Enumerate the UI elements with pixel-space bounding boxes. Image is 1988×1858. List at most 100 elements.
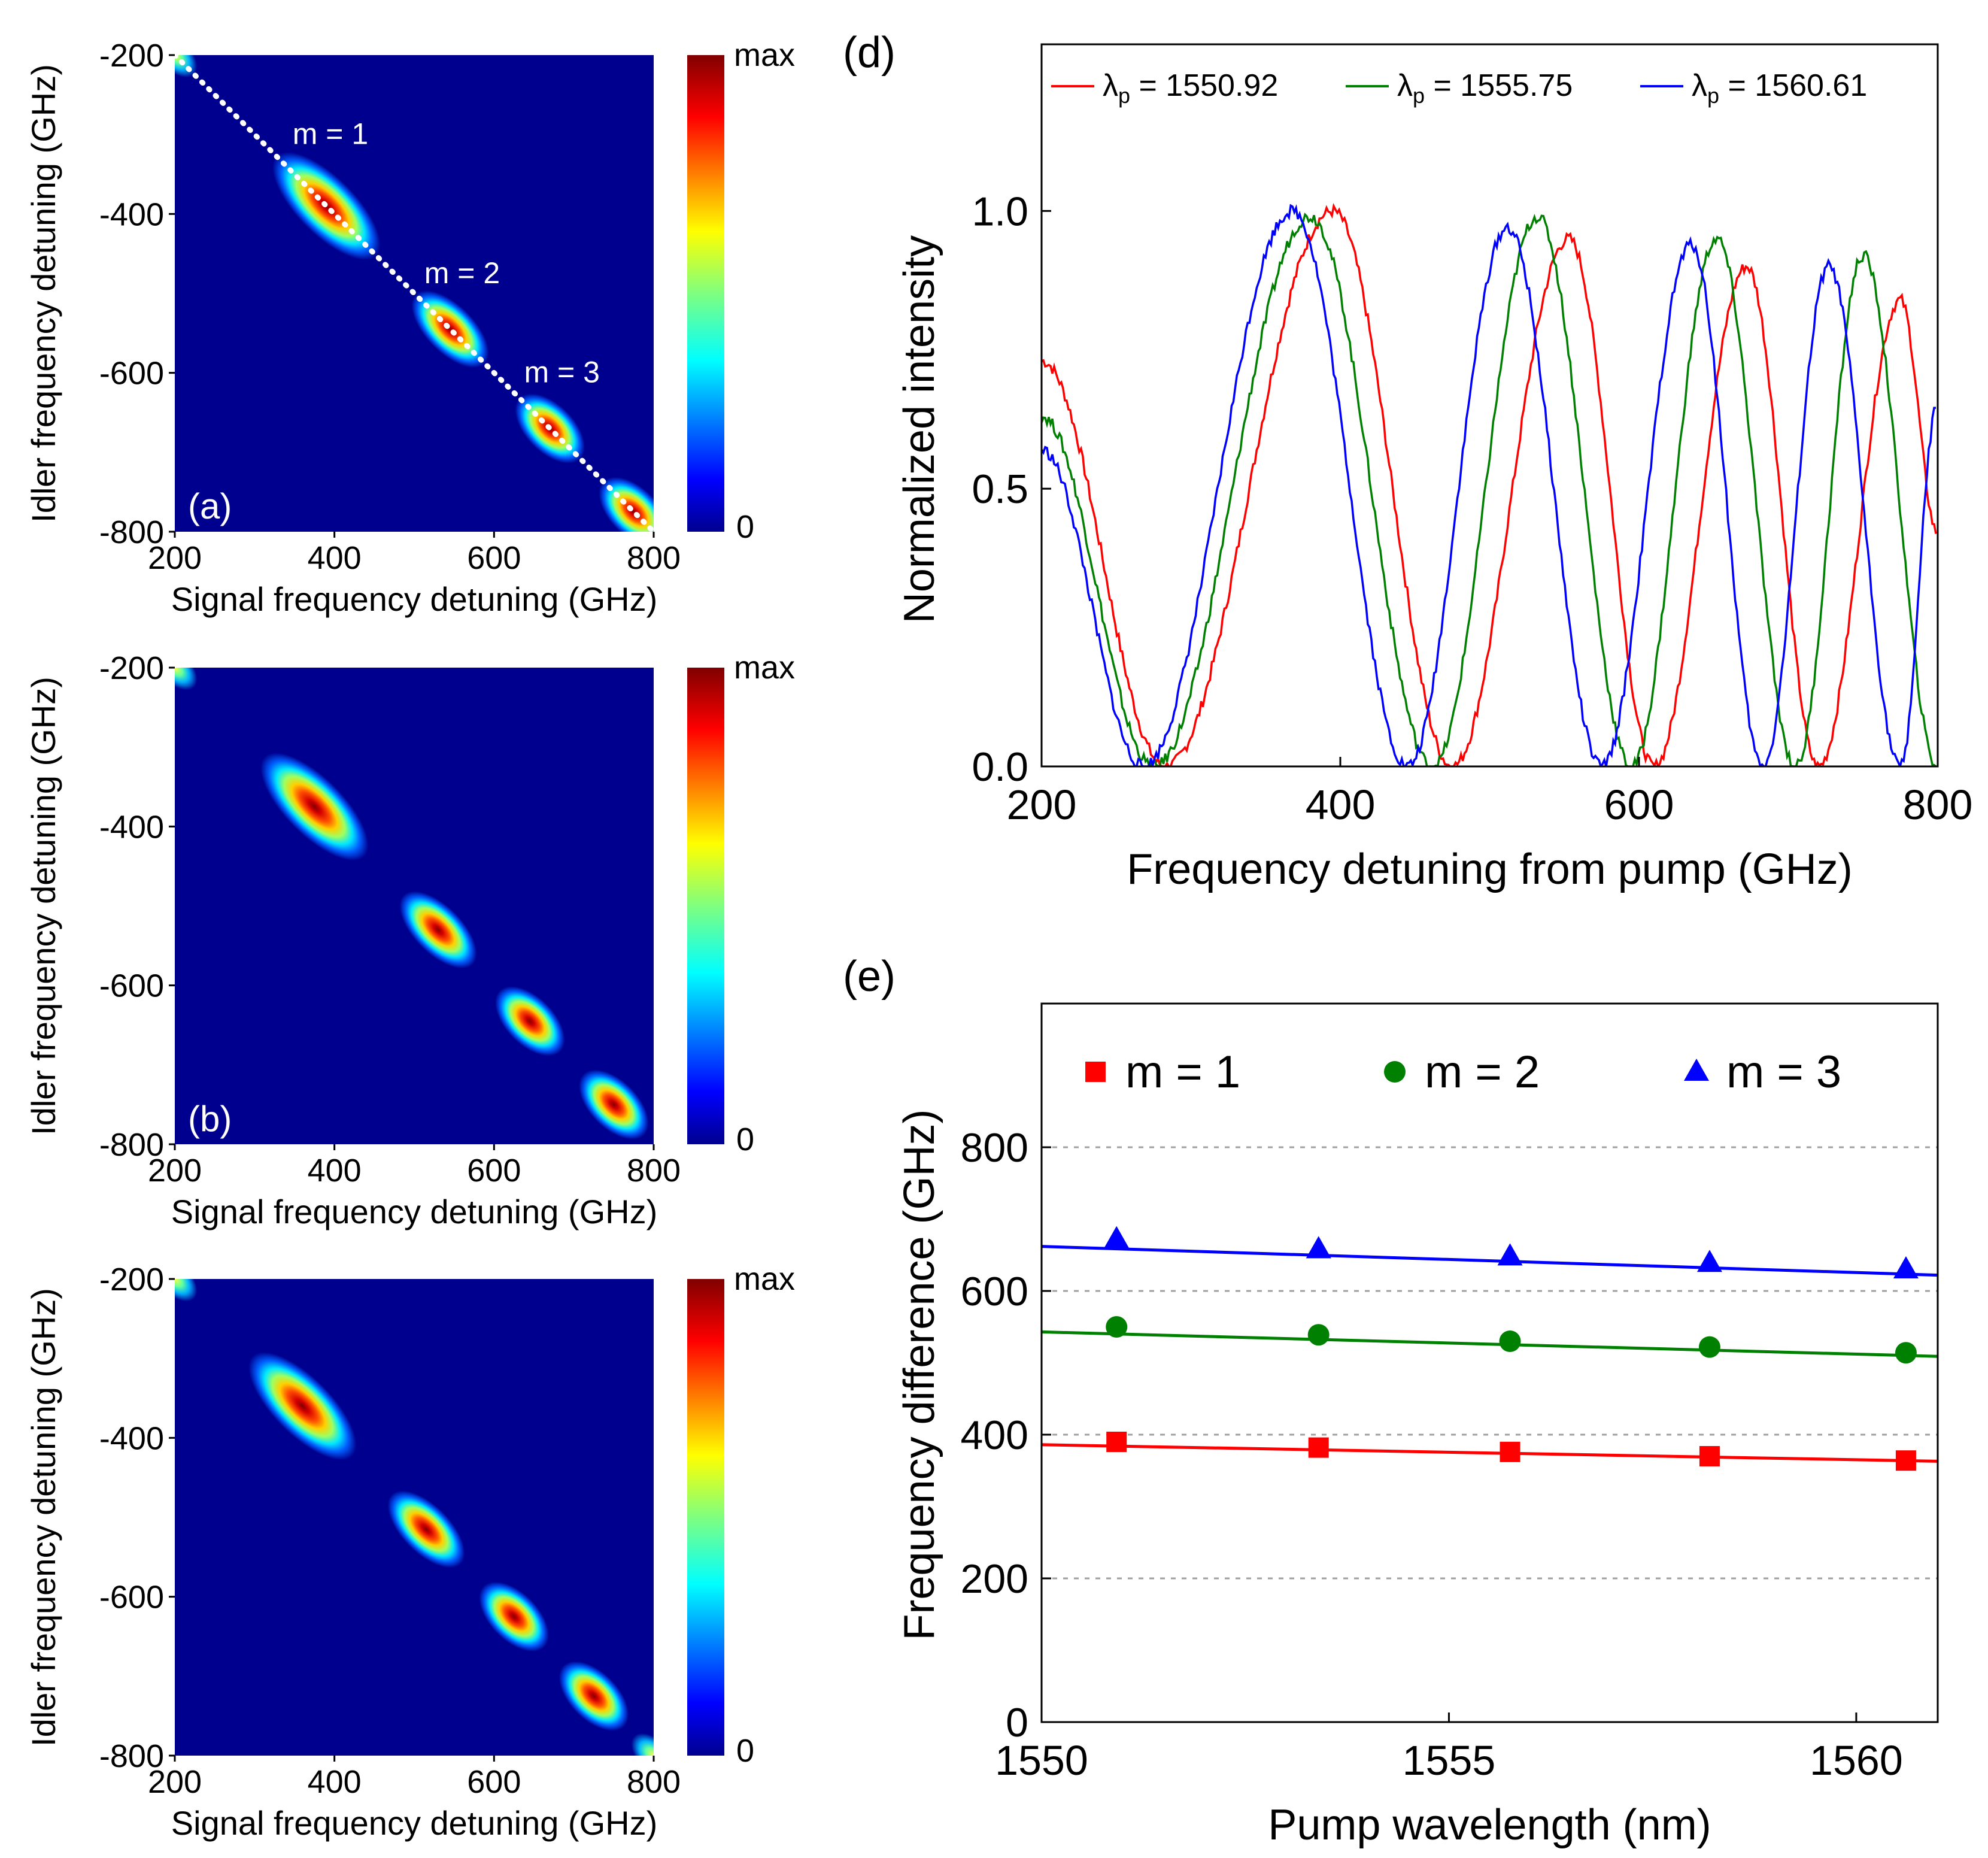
fit-line bbox=[1041, 1245, 1938, 1277]
x-tick-label: 600 bbox=[467, 1764, 521, 1800]
heatmap-panel-a: m = 1 m = 2 m = 3 (a) 200 400 600 800 -200 -400 -6… bbox=[25, 37, 795, 618]
x-tick-label: 400 bbox=[308, 1764, 362, 1800]
colorbar-min-label: 0 bbox=[736, 1122, 754, 1157]
x-tick-label: 200 bbox=[1007, 781, 1077, 828]
legend-marker-triangle bbox=[1684, 1059, 1709, 1081]
data-point-triangle bbox=[1104, 1226, 1130, 1248]
data-point-square bbox=[1500, 1441, 1520, 1462]
heatmap-lobe bbox=[248, 1352, 357, 1460]
data-point-triangle bbox=[1893, 1256, 1919, 1278]
heatmap-lobe bbox=[399, 891, 477, 969]
x-tick-label: 800 bbox=[627, 1153, 681, 1189]
y-tick-label: 0.5 bbox=[972, 466, 1028, 512]
x-tick-label: 800 bbox=[627, 1764, 681, 1800]
x-axis-title: Pump wavelength (nm) bbox=[1268, 1801, 1711, 1849]
heatmap-lobe bbox=[479, 1581, 549, 1652]
legend-subscript: p bbox=[1707, 83, 1719, 108]
y-axis-title: Idler frequency detuning (GHz) bbox=[25, 64, 62, 523]
legend-label: λp = 1550.92 bbox=[1103, 68, 1278, 108]
y-tick-label: -800 bbox=[99, 514, 164, 550]
y-tick-label: 600 bbox=[961, 1269, 1028, 1314]
data-point-square bbox=[1308, 1437, 1329, 1458]
x-tick-label: 1550 bbox=[995, 1737, 1088, 1784]
legend-subscript: p bbox=[1413, 83, 1425, 108]
y-tick-label: 800 bbox=[961, 1125, 1028, 1171]
data-point-circle bbox=[1499, 1330, 1521, 1352]
data-point-circle bbox=[1698, 1336, 1720, 1358]
legend-marker-circle bbox=[1384, 1061, 1406, 1083]
x-tick-label: 400 bbox=[308, 1153, 362, 1189]
x-tick-label: 200 bbox=[148, 1153, 202, 1189]
data-point-circle bbox=[1895, 1342, 1917, 1364]
heatmap-lobe bbox=[579, 1069, 649, 1139]
legend-label: λp = 1555.75 bbox=[1397, 68, 1573, 108]
data-point-circle bbox=[1307, 1324, 1330, 1346]
y-tick-label: -400 bbox=[99, 1420, 164, 1456]
intensity-series-line bbox=[1042, 204, 1936, 766]
plot-frame bbox=[1040, 1002, 1939, 1723]
heatmap-lobe bbox=[411, 290, 489, 368]
diagonal-dotted-line bbox=[175, 55, 654, 532]
colorbar-min-label: 0 bbox=[736, 1733, 754, 1769]
x-tick-label: 400 bbox=[1306, 781, 1376, 828]
heatmap-lobe bbox=[175, 55, 198, 78]
x-tick-label: 1560 bbox=[1810, 1737, 1903, 1784]
colorbar-max-label: max bbox=[734, 37, 795, 73]
legend-lambda: λ bbox=[1692, 68, 1707, 103]
mode-annotation: m = 1 bbox=[293, 117, 368, 151]
data-point-triangle bbox=[1497, 1243, 1523, 1266]
legend-subscript: p bbox=[1118, 83, 1130, 108]
panel-label: (d) bbox=[843, 29, 896, 77]
panel-label: (a) bbox=[188, 486, 232, 526]
heatmap-lobe bbox=[175, 1279, 198, 1302]
heatmap-lobes bbox=[175, 1279, 654, 1756]
x-tick-label: 600 bbox=[467, 1153, 521, 1189]
heatmap-lobes bbox=[175, 55, 654, 532]
colorbar bbox=[687, 1279, 724, 1756]
x-axis-title: Signal frequency detuning (GHz) bbox=[171, 1193, 657, 1230]
panel-label: (b) bbox=[188, 1099, 232, 1139]
y-tick-label: -600 bbox=[99, 1580, 164, 1615]
intensity-line-chart: 200 400 600 800 0.0 0.5 1.0 Frequency detuning … bbox=[843, 29, 1972, 893]
legend-value: = 1550.92 bbox=[1130, 68, 1278, 103]
y-tick-label: 0 bbox=[1006, 1700, 1028, 1745]
data-point-square bbox=[1895, 1450, 1916, 1471]
x-tick-label: 800 bbox=[1903, 781, 1973, 828]
y-axis-title: Idler frequency detuning (GHz) bbox=[25, 677, 62, 1135]
line-series-group bbox=[1042, 202, 1937, 766]
y-tick-label: 200 bbox=[961, 1556, 1028, 1602]
mode-annotation: m = 3 bbox=[524, 356, 599, 389]
legend-label: m = 3 bbox=[1726, 1047, 1841, 1098]
x-tick-label: 600 bbox=[1604, 781, 1674, 828]
intensity-series-line bbox=[1042, 212, 1937, 766]
x-tick-label: 1555 bbox=[1403, 1737, 1496, 1784]
colorbar bbox=[687, 668, 724, 1144]
data-point-triangle bbox=[1696, 1250, 1722, 1272]
y-axis-title: Normalized intensity bbox=[896, 235, 943, 623]
y-tick-label: -600 bbox=[99, 356, 164, 392]
data-point-triangle bbox=[1306, 1236, 1331, 1259]
y-tick-label: -200 bbox=[99, 38, 164, 74]
x-tick-label: 600 bbox=[467, 540, 521, 576]
frequency-difference-scatter-chart: 1550 1555 1560 0 200 400 600 800 Pump wavelength… bbox=[843, 953, 1939, 1849]
x-axis-title: Signal frequency detuning (GHz) bbox=[171, 1804, 657, 1842]
x-tick-label: 200 bbox=[148, 1764, 202, 1800]
y-tick-label: 0.0 bbox=[972, 744, 1028, 790]
y-tick-label: -400 bbox=[99, 196, 164, 232]
x-tick-label: 800 bbox=[627, 540, 681, 576]
y-axis-title: Idler frequency detuning (GHz) bbox=[25, 1288, 62, 1747]
data-point-square bbox=[1106, 1432, 1127, 1452]
x-tick-label: 400 bbox=[308, 540, 362, 576]
legend-lambda: λ bbox=[1397, 68, 1413, 103]
heatmap-lobe bbox=[260, 753, 369, 861]
heatmap-lobe bbox=[175, 668, 198, 690]
y-tick-label: 1.0 bbox=[972, 189, 1028, 234]
plot-frame bbox=[1040, 43, 1939, 768]
legend-value: = 1560.61 bbox=[1719, 68, 1867, 103]
heatmap-lobes bbox=[175, 668, 649, 1139]
data-point-square bbox=[1699, 1446, 1720, 1466]
colorbar-max-label: max bbox=[734, 650, 795, 686]
legend-value: = 1555.75 bbox=[1425, 68, 1573, 103]
